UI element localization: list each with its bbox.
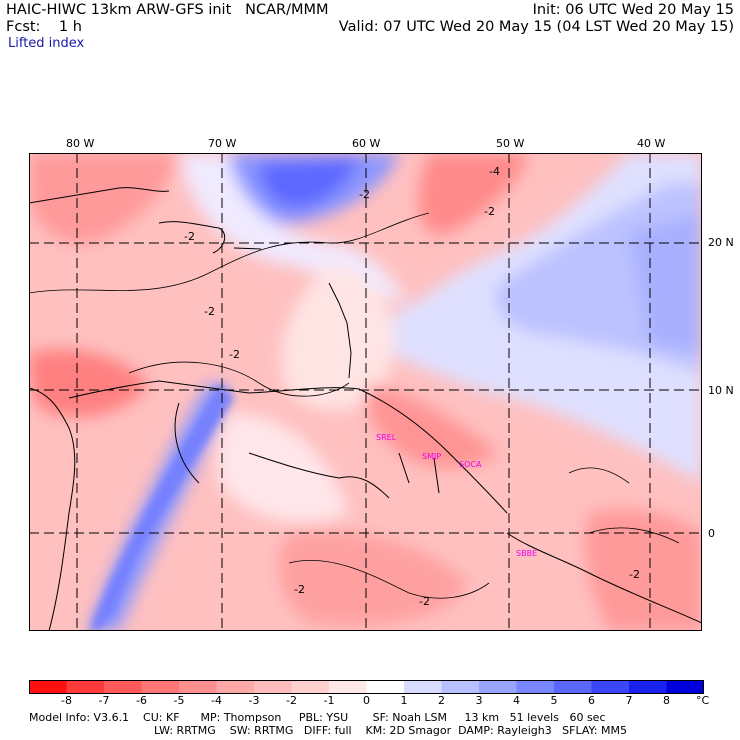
unstable-northwest	[29, 153, 179, 244]
colorbar-swatch	[216, 680, 255, 694]
contour-south	[288, 559, 490, 599]
colorbar-tick-label: 8	[663, 694, 670, 707]
unstable-guiana-coast	[366, 383, 499, 468]
contour-label: -2	[294, 583, 305, 596]
station-srel: SREL	[376, 433, 397, 442]
border-venezuela-brazil	[248, 452, 390, 499]
contour-north	[29, 212, 430, 294]
colorbar-swatch	[104, 680, 142, 694]
colorbar-swatch	[66, 680, 105, 694]
south-america-north-coast	[68, 380, 508, 514]
colorbar-tick-label: 3	[475, 694, 483, 707]
contour-label: -2	[484, 205, 495, 218]
north-pale-band	[179, 153, 409, 303]
colorbar-swatch	[329, 680, 367, 694]
colorbar-tick-label: -1	[323, 694, 335, 707]
border-venezuela-colombia	[174, 402, 200, 484]
unstable-southeast	[585, 509, 702, 631]
colorbar-unit: °C	[696, 694, 710, 707]
amazon-pale	[217, 413, 349, 523]
colorbar-frame	[29, 680, 704, 694]
hispaniola-coast	[158, 221, 226, 254]
colorbar-tick-label: -5	[173, 694, 185, 707]
init-time: Init: 06 UTC Wed 20 May 15	[532, 2, 734, 18]
border-guianas	[398, 452, 440, 494]
stable-east	[629, 213, 702, 353]
model-info-line2: LW: RRTMG SW: RRTMG DIFF: full KM: 2D Sm…	[154, 724, 627, 737]
colorbar-tick-label: 7	[625, 694, 633, 707]
colorbar-tick-label: 4	[513, 694, 520, 707]
central-pale	[281, 263, 395, 411]
contour-label: -4	[489, 165, 500, 178]
colorbar-tick-label: 2	[438, 694, 445, 707]
unstable-west	[29, 349, 149, 417]
map-frame	[29, 153, 702, 631]
valid-time: Valid: 07 UTC Wed 20 May 15 (04 LST Wed …	[338, 19, 734, 35]
contour-label: -2	[229, 348, 240, 361]
model-title: HAIC-HIWC 13km ARW-GFS init NCAR/MMM	[6, 2, 329, 18]
lat-label-0: 0	[708, 527, 715, 540]
colorbar-tick-label: -2	[286, 694, 297, 707]
lon-label-40w: 40 W	[637, 137, 666, 150]
puerto-rico-coast	[233, 247, 262, 250]
contour-label: -2	[184, 230, 195, 243]
brazil-coast	[506, 532, 702, 624]
lon-label-60w: 60 W	[352, 137, 381, 150]
colorbar-swatch	[516, 680, 555, 694]
colorbar-swatch	[254, 680, 292, 694]
colorbar-swatch	[141, 680, 180, 694]
colorbar-swatch	[29, 680, 67, 694]
lesser-antilles	[328, 282, 352, 379]
lon-label-50w: 50 W	[496, 137, 525, 150]
colorbar-swatch	[366, 680, 405, 694]
north-stable-core	[259, 158, 359, 208]
lifted-index-map: -2 -2 -2 -2 -2 -2 -2 -2 -4 SREL SMJP SOC…	[29, 153, 702, 631]
central-america-coast	[29, 387, 76, 631]
contour-southeast	[588, 527, 680, 544]
colorbar-tick-label: 5	[550, 694, 558, 707]
colorbar-tick-label: -6	[136, 694, 147, 707]
andes-core	[89, 383, 234, 631]
colorbar-swatch	[441, 680, 480, 694]
colorbar-tick-label: -7	[98, 694, 110, 707]
contour-central	[128, 361, 350, 397]
contour-label: -2	[359, 188, 370, 201]
coastlines	[29, 187, 702, 631]
colorbar-tick-label: 0	[363, 694, 370, 707]
lat-label-20n: 20 N	[708, 236, 734, 249]
colorbar-tick-label: -3	[248, 694, 260, 707]
field-name: Lifted index	[8, 36, 85, 51]
contour-label: -2	[629, 568, 640, 581]
station-soca: SOCA	[459, 460, 482, 469]
contour-east	[568, 467, 630, 484]
lon-label-70w: 70 W	[208, 137, 237, 150]
colorbar-swatch	[291, 680, 330, 694]
colorbar-swatch	[404, 680, 442, 694]
colorbar-swatch	[554, 680, 592, 694]
unstable-south	[278, 530, 469, 626]
colorbar-swatch	[629, 680, 667, 694]
colorbar-swatch	[479, 680, 517, 694]
colorbar-swatch	[591, 680, 630, 694]
model-info-line1: Model Info: V3.6.1 CU: KF MP: Thompson P…	[29, 711, 606, 724]
contour-label: -2	[419, 595, 430, 608]
colorbar-tick-label: 1	[400, 694, 408, 707]
colorbar	[29, 680, 704, 694]
lat-label-10n: 10 N	[708, 384, 734, 397]
lon-label-80w: 80 W	[66, 137, 95, 150]
contour-label: -2	[204, 305, 215, 318]
cuba-coast	[29, 187, 170, 204]
colorbar-swatch	[666, 680, 704, 694]
colorbar-tick-label: -8	[61, 694, 72, 707]
colorbar-tick-label: 6	[588, 694, 595, 707]
unstable-north-plume	[418, 153, 529, 235]
forecast-hour: Fcst: 1 h	[6, 19, 82, 35]
station-smjp: SMJP	[422, 452, 441, 461]
station-sbbe: SBBE	[516, 549, 537, 558]
colorbar-tick-label: -4	[211, 694, 222, 707]
contours	[29, 212, 680, 599]
colorbar-swatch	[179, 680, 217, 694]
